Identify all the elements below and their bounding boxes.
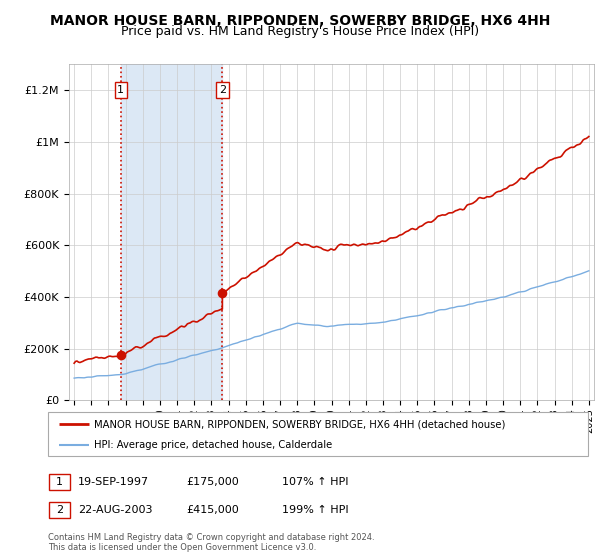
Text: This data is licensed under the Open Government Licence v3.0.: This data is licensed under the Open Gov… — [48, 543, 316, 552]
Text: £415,000: £415,000 — [186, 505, 239, 515]
Text: Price paid vs. HM Land Registry's House Price Index (HPI): Price paid vs. HM Land Registry's House … — [121, 25, 479, 38]
Text: 1: 1 — [56, 477, 63, 487]
Text: 19-SEP-1997: 19-SEP-1997 — [78, 477, 149, 487]
Text: 22-AUG-2003: 22-AUG-2003 — [78, 505, 152, 515]
Text: HPI: Average price, detached house, Calderdale: HPI: Average price, detached house, Cald… — [94, 440, 332, 450]
Bar — [121, 64, 223, 400]
Text: MANOR HOUSE BARN, RIPPONDEN, SOWERBY BRIDGE, HX6 4HH (detached house): MANOR HOUSE BARN, RIPPONDEN, SOWERBY BRI… — [94, 419, 505, 429]
Text: Contains HM Land Registry data © Crown copyright and database right 2024.: Contains HM Land Registry data © Crown c… — [48, 533, 374, 542]
Text: MANOR HOUSE BARN, RIPPONDEN, SOWERBY BRIDGE, HX6 4HH: MANOR HOUSE BARN, RIPPONDEN, SOWERBY BRI… — [50, 14, 550, 28]
Text: 2: 2 — [56, 505, 63, 515]
Point — [116, 351, 125, 360]
Text: £175,000: £175,000 — [186, 477, 239, 487]
Point — [218, 288, 227, 297]
Text: 1: 1 — [118, 85, 124, 95]
Text: 107% ↑ HPI: 107% ↑ HPI — [282, 477, 349, 487]
Text: 199% ↑ HPI: 199% ↑ HPI — [282, 505, 349, 515]
Text: 2: 2 — [219, 85, 226, 95]
